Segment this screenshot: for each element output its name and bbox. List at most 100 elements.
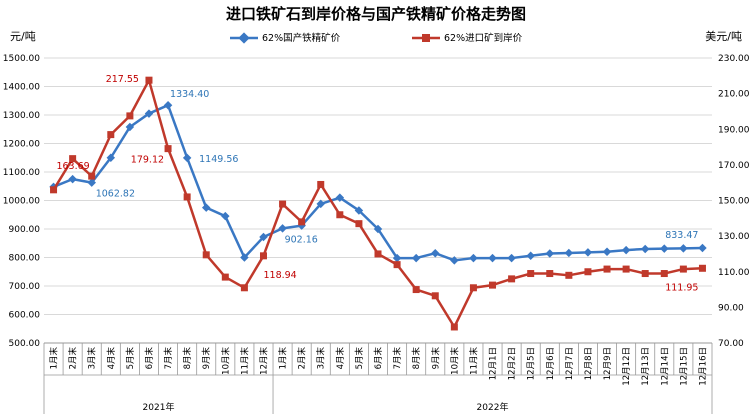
x-tick-label: 11月末 — [239, 347, 250, 375]
legend: 62%国产铁精矿价 62%进口矿到岸价 — [230, 32, 523, 44]
x-tick-label: 1月末 — [49, 347, 60, 370]
legend-marker-import — [422, 34, 430, 42]
chart-title: 进口铁矿石到岸价格与国产铁精矿价格走势图 — [226, 5, 526, 23]
right-tick-label: 170.00 — [718, 161, 750, 171]
import-point — [374, 250, 382, 258]
import-point — [259, 252, 267, 260]
domestic-point — [316, 199, 325, 209]
x-tick-label: 3月末 — [87, 347, 98, 370]
domestic-point — [201, 203, 211, 212]
import-point — [107, 131, 115, 139]
left-tick-label: 1200.00 — [3, 140, 40, 150]
right-axis-unit: 美元/吨 — [705, 30, 742, 43]
left-tick-label: 1500.00 — [3, 54, 40, 64]
domestic-point — [354, 206, 364, 215]
x-tick-label: 4月末 — [335, 347, 346, 370]
x-tick-label: 12月7日 — [565, 347, 575, 380]
year-label: 2022年 — [477, 401, 509, 413]
import-point — [279, 200, 287, 208]
x-tick-label: 12月末 — [258, 347, 269, 375]
left-tick-label: 700.00 — [9, 282, 41, 292]
x-tick-label: 5月末 — [354, 347, 365, 370]
domestic-point — [278, 224, 287, 233]
import-point — [603, 265, 611, 273]
x-tick-label: 12月1日 — [489, 347, 499, 380]
import-point — [508, 275, 516, 283]
domestic-point — [68, 174, 77, 184]
year-label: 2021年 — [143, 401, 175, 413]
domestic-point — [259, 232, 268, 242]
import-point — [469, 284, 477, 292]
domestic-point — [507, 253, 516, 263]
domestic-point — [431, 248, 440, 258]
x-tick-label: 12月14日 — [660, 347, 670, 386]
left-tick-label: 1000.00 — [3, 197, 40, 207]
x-tick-label: 7月末 — [392, 347, 403, 370]
x-tick-label: 8月末 — [182, 347, 193, 370]
import-point — [126, 112, 134, 120]
x-tick-label: 6月末 — [144, 347, 155, 370]
domestic-point — [373, 224, 383, 234]
left-tick-label: 1100.00 — [3, 168, 40, 178]
import-point — [202, 251, 210, 259]
right-tick-label: 130.00 — [718, 232, 750, 242]
domestic-data-label: 1062.82 — [96, 189, 135, 200]
legend-label-import: 62%进口矿到岸价 — [444, 32, 523, 44]
domestic-point — [411, 253, 421, 263]
domestic-point — [125, 122, 135, 132]
data-labels: 1062.82 1334.40 1149.56 902.16 833.47 163.69 2… — [56, 74, 698, 293]
domestic-point — [240, 253, 249, 262]
right-tick-label: 210.00 — [718, 90, 750, 100]
x-tick-label: 12月8日 — [584, 347, 594, 380]
import-point — [240, 284, 248, 292]
x-tick-label: 9月末 — [430, 347, 441, 370]
legend-label-domestic: 62%国产铁精矿价 — [262, 32, 341, 44]
x-tick-label: 4月末 — [106, 347, 117, 370]
import-point — [489, 281, 497, 289]
left-axis-ticks: 500.00 600.00 700.00 800.00 900.00 1000.00 110… — [3, 54, 40, 349]
left-tick-label: 500.00 — [9, 339, 41, 349]
x-tick-label: 12月9日 — [603, 347, 613, 380]
import-point — [622, 265, 630, 273]
x-tick-label: 12月5日 — [527, 347, 537, 380]
domestic-data-label: 1334.40 — [170, 89, 209, 100]
import-point — [527, 270, 535, 278]
import-data-label: 111.95 — [665, 282, 698, 293]
import-point — [546, 270, 554, 278]
import-point — [660, 270, 668, 278]
domestic-point — [163, 100, 173, 110]
import-data-label: 163.69 — [56, 161, 89, 172]
import-point — [221, 273, 229, 281]
left-tick-label: 600.00 — [9, 311, 41, 321]
right-tick-label: 70.00 — [718, 339, 744, 349]
import-point — [69, 155, 77, 163]
x-tick-label: 2月末 — [297, 347, 308, 370]
domestic-point — [106, 153, 116, 162]
domestic-point — [469, 253, 478, 263]
right-tick-label: 150.00 — [718, 197, 750, 207]
import-point — [641, 270, 649, 278]
import-point — [88, 172, 96, 180]
x-tick-label: 2月末 — [68, 347, 79, 370]
import-point — [584, 268, 592, 276]
import-point — [450, 323, 458, 331]
import-point — [183, 193, 191, 201]
x-tick-label: 7月末 — [163, 347, 174, 370]
left-axis-unit: 元/吨 — [10, 30, 36, 43]
domestic-point — [392, 253, 402, 263]
import-data-label: 217.55 — [106, 74, 139, 85]
domestic-point — [488, 253, 497, 263]
x-tick-label: 11月末 — [468, 347, 479, 375]
domestic-point — [221, 211, 230, 221]
import-data-label: 118.94 — [263, 270, 296, 281]
x-tick-label: 3月末 — [316, 347, 327, 370]
import-point — [145, 76, 153, 84]
x-tick-label: 8月末 — [411, 347, 422, 370]
legend-item-import: 62%进口矿到岸价 — [412, 32, 523, 44]
import-point — [298, 218, 306, 226]
import-point — [164, 145, 172, 153]
domestic-data-label: 902.16 — [285, 234, 318, 245]
x-tick-label: 12月2日 — [508, 347, 518, 380]
import-point — [355, 220, 363, 228]
